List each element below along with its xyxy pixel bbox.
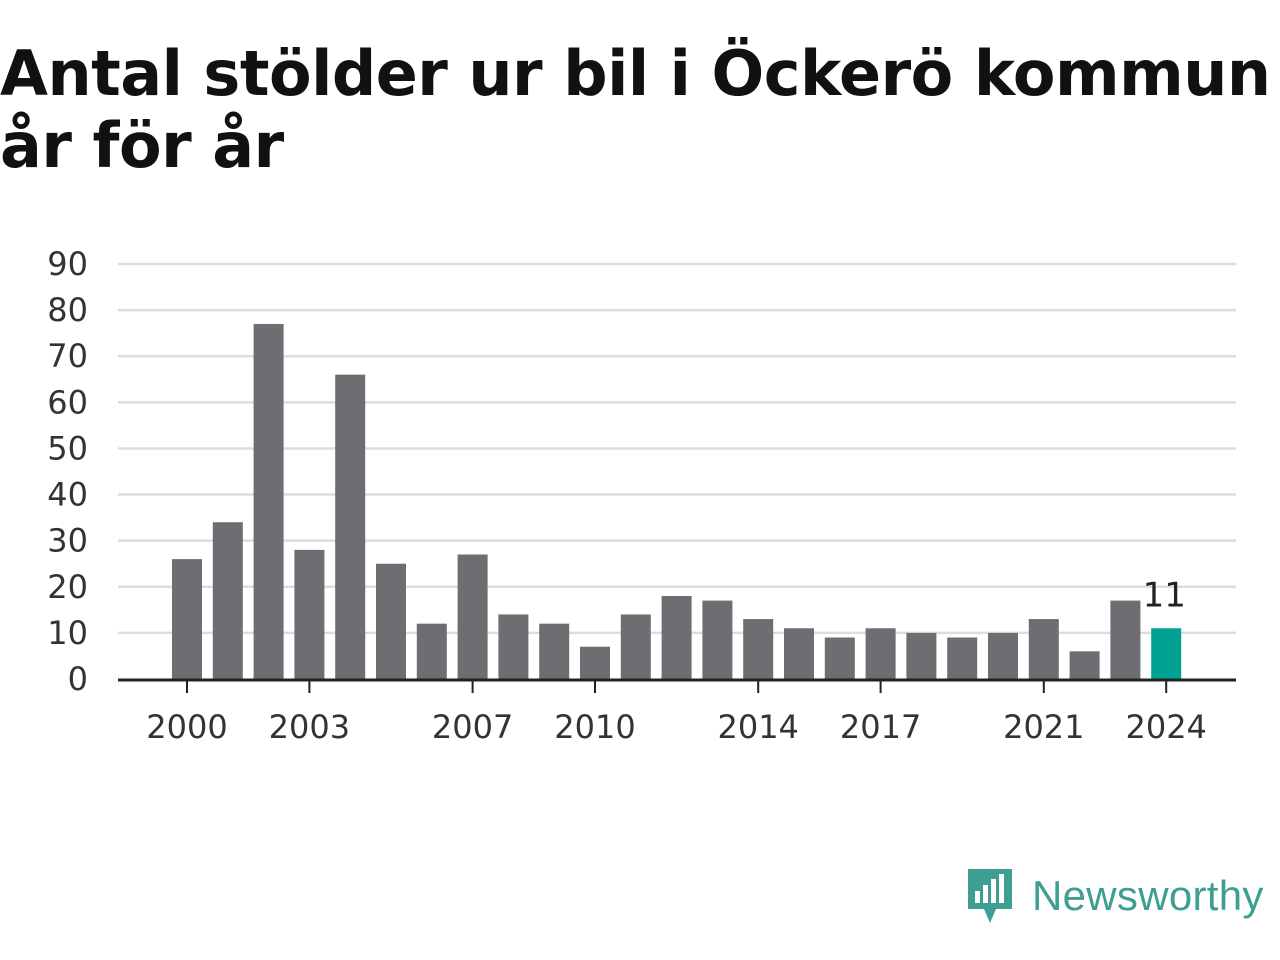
chart-gridlines xyxy=(118,262,1236,635)
y-tick-label: 90 xyxy=(47,245,88,283)
bar-2010 xyxy=(580,646,610,679)
y-tick-label: 70 xyxy=(47,337,88,375)
bar-2018 xyxy=(906,632,937,679)
y-tick-label: 40 xyxy=(47,476,88,514)
bar-2015 xyxy=(784,628,814,679)
bar-2007 xyxy=(457,554,488,679)
data-label-2024: 11 xyxy=(1143,575,1186,615)
bar-2017 xyxy=(865,628,896,679)
bar-2005 xyxy=(376,563,406,679)
bar-2011 xyxy=(620,614,651,679)
y-tick-label: 10 xyxy=(47,614,88,652)
x-tick-label: 2014 xyxy=(717,708,798,746)
y-axis-tick-labels: 0 10 20 30 40 50 60 70 80 90 xyxy=(47,245,88,698)
bar-chart: 0 10 20 30 40 50 60 70 80 90 2000 2003 2007 2010 2014… xyxy=(47,245,1236,746)
bar-2004 xyxy=(335,374,366,679)
bar-2020 xyxy=(988,632,1018,679)
bar-2016 xyxy=(824,637,855,679)
bar-2014 xyxy=(743,619,774,679)
x-tick-label: 2017 xyxy=(840,708,921,746)
x-tick-label: 2007 xyxy=(432,708,513,746)
y-tick-label: 20 xyxy=(47,568,88,606)
chart-bars xyxy=(172,323,1182,679)
bar-2006 xyxy=(416,623,447,679)
x-tick-label: 2003 xyxy=(269,708,350,746)
x-tick-label: 2021 xyxy=(1003,708,1084,746)
bar-2001 xyxy=(212,522,243,679)
bar-2013 xyxy=(702,600,733,679)
y-tick-label: 50 xyxy=(47,429,88,467)
bar-2003 xyxy=(294,549,325,679)
x-tick-label: 2024 xyxy=(1125,708,1206,746)
y-tick-label: 30 xyxy=(47,522,88,560)
brand-logo: Newsworthy xyxy=(964,864,1264,928)
bar-2023 xyxy=(1110,600,1141,679)
newsworthy-logo-icon xyxy=(968,869,1012,923)
bar-2022 xyxy=(1069,651,1100,679)
bar-2008 xyxy=(498,614,529,679)
bar-2019 xyxy=(947,637,978,679)
x-tick-label: 2010 xyxy=(554,708,635,746)
x-tick-label: 2000 xyxy=(146,708,227,746)
bar-2024 xyxy=(1151,628,1182,679)
y-tick-label: 60 xyxy=(47,383,88,421)
bar-2002 xyxy=(253,323,284,679)
y-tick-label: 0 xyxy=(68,660,88,698)
x-axis-tick-labels: 2000 2003 2007 2010 2014 2017 2021 2024 xyxy=(146,680,1207,746)
bar-2012 xyxy=(661,596,692,679)
brand-name: Newsworthy xyxy=(1032,872,1264,919)
bar-2009 xyxy=(539,623,570,679)
y-tick-label: 80 xyxy=(47,291,88,329)
bar-2000 xyxy=(172,559,202,679)
page-title: Antal stölder ur bil i Öckerö kommun år … xyxy=(0,37,1271,182)
data-labels: 11 xyxy=(1143,575,1186,615)
bar-2021 xyxy=(1028,619,1059,679)
